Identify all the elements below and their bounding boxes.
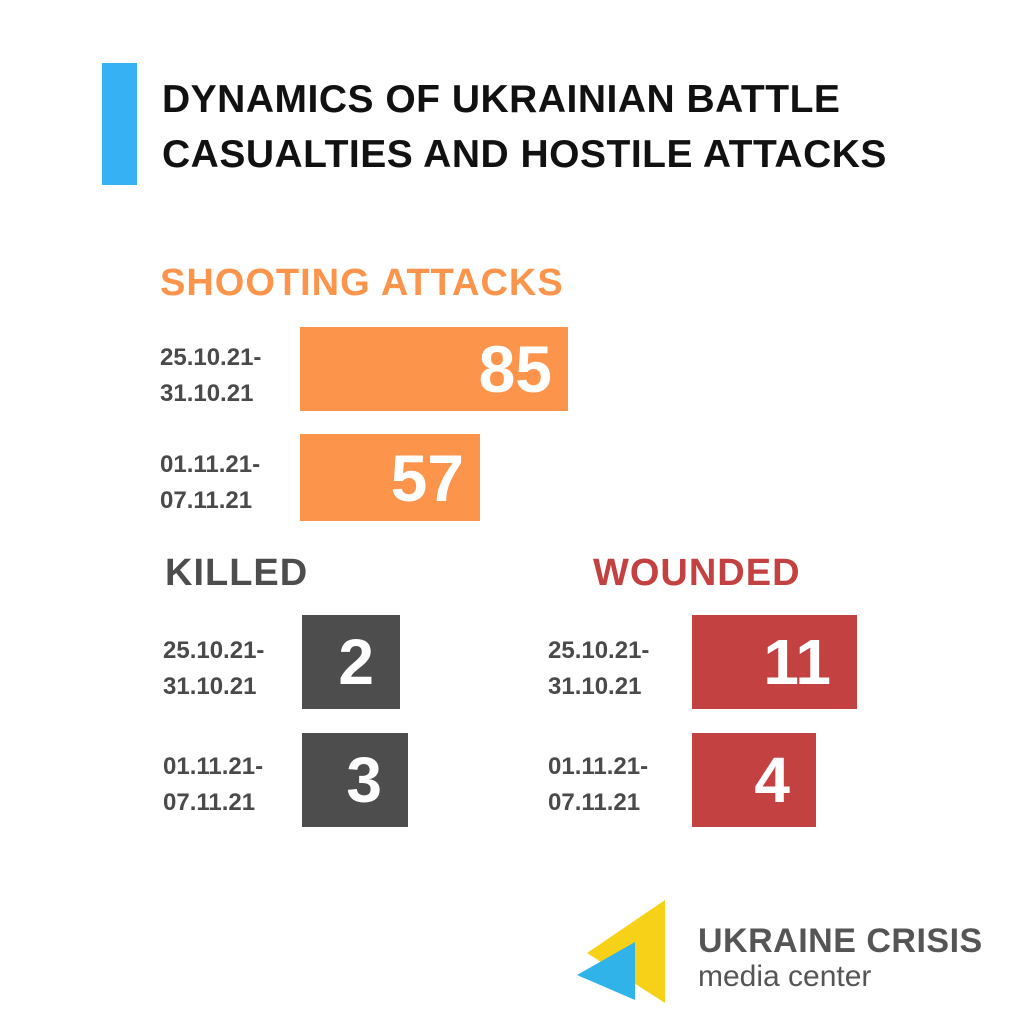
shooting-bar: 57 [300,434,480,521]
shooting-title: SHOOTING ATTACKS [160,262,564,304]
killed-value-label: 2 [338,626,374,698]
wounded-bar: 4 [692,733,816,827]
killed-period-line-1: 25.10.21- [163,637,265,664]
logo-text-line-2: media center [698,960,872,993]
page-title: DYNAMICS OF UKRAINIAN BATTLE CASUALTIES … [162,72,1002,182]
shooting-period-label: 25.10.21- 31.10.21 [160,340,261,412]
wounded-period-line-1: 01.11.21- [548,753,649,780]
wounded-value-label: 4 [754,744,790,816]
title-line-2: CASUALTIES AND HOSTILE ATTACKS [162,133,887,176]
shooting-period-label: 01.11.21- 07.11.21 [160,447,260,519]
killed-value-label: 3 [346,744,382,816]
killed-period-line-1: 01.11.21- [163,753,264,780]
killed-period-label: 01.11.21- 07.11.21 [163,749,263,821]
wounded-period-line-2: 07.11.21 [548,789,641,816]
killed-title: KILLED [165,552,309,594]
wounded-value-label: 11 [763,626,831,698]
wounded-title: WOUNDED [593,552,801,594]
killed-bar: 3 [302,733,408,827]
logo-icon [577,900,665,1003]
shooting-period-line-2: 31.10.21 [160,380,254,407]
wounded-bar: 11 [692,615,857,709]
shooting-period-line-1: 25.10.21- [160,344,262,371]
logo-text-line-1: UKRAINE CRISIS [698,922,983,960]
wounded-period-label: 25.10.21- 31.10.21 [548,633,649,705]
wounded-period-line-1: 25.10.21- [548,637,650,664]
shooting-bar: 85 [300,327,568,411]
killed-bar: 2 [302,615,400,709]
shooting-period-line-2: 07.11.21 [160,487,253,514]
shooting-value-label: 57 [390,440,464,515]
wounded-period-label: 01.11.21- 07.11.21 [548,749,648,821]
logo-blue-shape [577,942,635,1000]
killed-period-line-2: 31.10.21 [163,673,257,700]
title-accent-bar [102,63,137,185]
shooting-value-label: 85 [478,332,552,406]
wounded-period-line-2: 31.10.21 [548,673,642,700]
killed-period-line-2: 07.11.21 [163,789,256,816]
killed-period-label: 25.10.21- 31.10.21 [163,633,264,705]
shooting-period-line-1: 01.11.21- [160,451,261,478]
title-line-1: DYNAMICS OF UKRAINIAN BATTLE [162,78,841,121]
